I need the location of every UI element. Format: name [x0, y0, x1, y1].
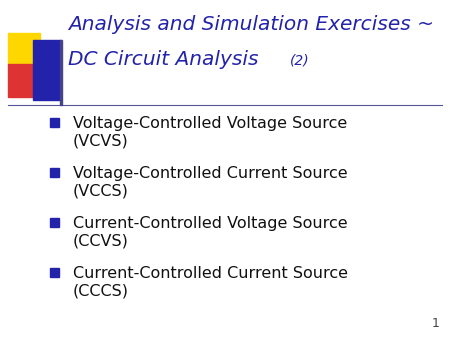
Bar: [50, 218, 59, 227]
Text: 1: 1: [432, 317, 440, 330]
Text: Voltage-Controlled Voltage Source
(VCVS): Voltage-Controlled Voltage Source (VCVS): [73, 116, 347, 149]
Text: Current-Controlled Voltage Source
(CCVS): Current-Controlled Voltage Source (CCVS): [73, 216, 347, 249]
Text: Voltage-Controlled Current Source
(VCCS): Voltage-Controlled Current Source (VCCS): [73, 166, 347, 199]
Text: Current-Controlled Current Source
(CCCS): Current-Controlled Current Source (CCCS): [73, 266, 348, 299]
Text: DC Circuit Analysis: DC Circuit Analysis: [68, 50, 258, 69]
Bar: [60, 40, 62, 105]
Bar: [50, 268, 59, 277]
Text: (2): (2): [290, 53, 310, 67]
Text: Analysis and Simulation Exercises ~: Analysis and Simulation Exercises ~: [68, 15, 434, 34]
Bar: [8, 64, 36, 97]
Bar: [50, 168, 59, 177]
Bar: [33, 40, 61, 100]
Bar: [8, 33, 40, 65]
Bar: [50, 118, 59, 127]
